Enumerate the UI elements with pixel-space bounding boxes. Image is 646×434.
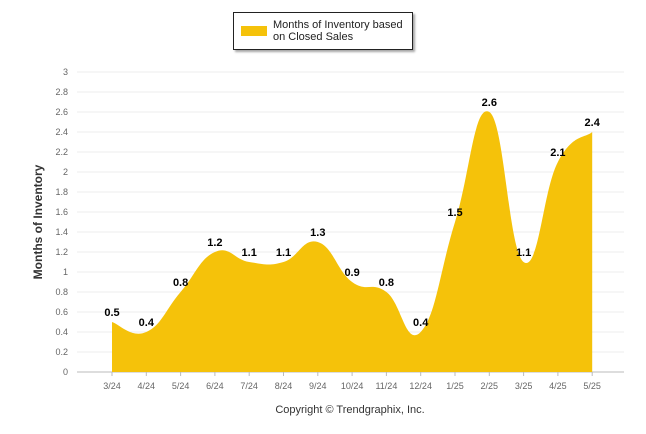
x-tick-label: 5/25 xyxy=(583,381,601,391)
y-tick-label: 2.8 xyxy=(55,87,68,97)
data-label: 1.1 xyxy=(276,247,291,259)
y-tick-label: 2.4 xyxy=(55,127,68,137)
data-label: 0.8 xyxy=(379,277,394,289)
area-series xyxy=(112,111,593,373)
x-tick-label: 12/24 xyxy=(409,381,432,391)
x-axis-ticks: 3/24 4/24 5/24 6/24 7/24 8/24 9/24 10/24 11/24 12… xyxy=(103,372,601,391)
legend: Months of Inventory based on Closed Sale… xyxy=(233,12,413,50)
legend-label: Months of Inventory based on Closed Sale… xyxy=(273,19,403,43)
y-tick-label: 0.2 xyxy=(55,347,68,357)
y-tick-label: 1.8 xyxy=(55,187,68,197)
data-label: 0.8 xyxy=(173,277,188,289)
x-tick-label: 2/25 xyxy=(481,381,499,391)
y-tick-label: 0 xyxy=(63,367,68,377)
x-tick-label: 7/24 xyxy=(240,381,258,391)
data-label: 1.3 xyxy=(310,227,325,239)
data-label: 1.5 xyxy=(447,207,462,219)
x-tick-label: 5/24 xyxy=(172,381,190,391)
y-tick-label: 1.6 xyxy=(55,207,68,217)
data-label: 0.4 xyxy=(413,317,429,329)
x-tick-label: 4/24 xyxy=(138,381,156,391)
y-tick-label: 2.6 xyxy=(55,107,68,117)
y-tick-label: 0.4 xyxy=(55,327,68,337)
y-axis-ticks: 0 0.2 0.4 0.6 0.8 1 1.2 1.4 1.6 1.8 2 2.2 2.4 2.6 2.8 3 xyxy=(55,67,68,377)
x-tick-label: 6/24 xyxy=(206,381,224,391)
x-tick-label: 3/25 xyxy=(515,381,533,391)
data-label: 0.5 xyxy=(104,307,119,319)
y-tick-label: 0.8 xyxy=(55,287,68,297)
data-label: 0.4 xyxy=(139,317,155,329)
data-label: 2.4 xyxy=(585,117,601,129)
data-label: 1.2 xyxy=(207,237,222,249)
y-tick-label: 1.2 xyxy=(55,247,68,257)
y-tick-label: 1 xyxy=(63,267,68,277)
x-tick-label: 1/25 xyxy=(446,381,464,391)
x-tick-label: 3/24 xyxy=(103,381,121,391)
data-label: 1.1 xyxy=(516,247,531,259)
legend-swatch xyxy=(241,26,267,36)
y-tick-label: 2.2 xyxy=(55,147,68,157)
data-label: 2.1 xyxy=(550,147,565,159)
x-tick-label: 8/24 xyxy=(275,381,293,391)
data-label: 2.6 xyxy=(482,97,497,109)
x-tick-label: 11/24 xyxy=(375,381,397,391)
y-tick-label: 2 xyxy=(63,167,68,177)
y-axis-label: Months of Inventory xyxy=(31,164,45,279)
y-tick-label: 0.6 xyxy=(55,307,68,317)
data-label: 0.9 xyxy=(344,267,359,279)
x-tick-label: 4/25 xyxy=(549,381,567,391)
x-tick-label: 9/24 xyxy=(309,381,327,391)
data-label: 1.1 xyxy=(242,247,257,259)
data-labels: 0.5 0.4 0.8 1.2 1.1 1.1 1.3 0.9 0.8 0.4 1.5 2.6 1.1 2… xyxy=(104,97,600,329)
copyright-credit: Copyright © Trendgraphix, Inc. xyxy=(275,404,424,416)
y-tick-label: 3 xyxy=(63,67,68,77)
y-tick-label: 1.4 xyxy=(55,227,68,237)
x-tick-label: 10/24 xyxy=(341,381,364,391)
